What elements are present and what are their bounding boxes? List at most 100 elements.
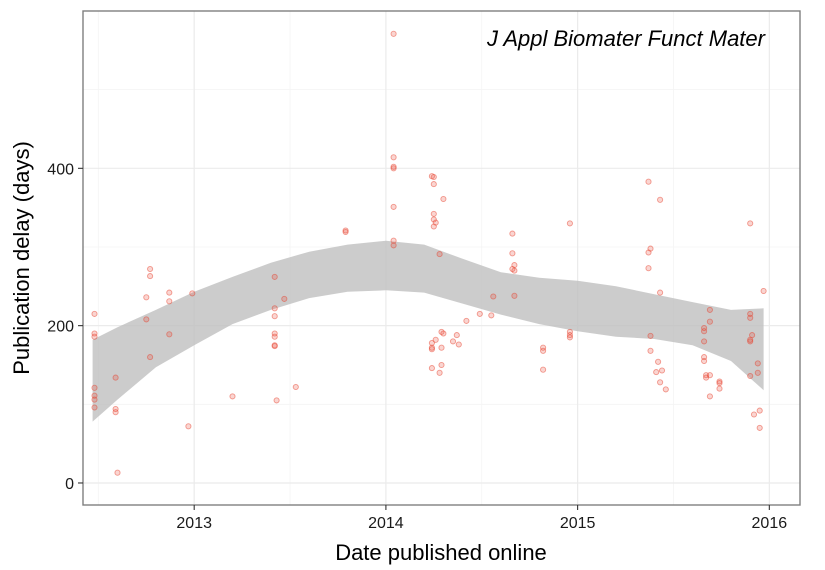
data-point	[540, 344, 547, 351]
data-point	[566, 334, 573, 341]
data-point	[453, 332, 460, 339]
data-point	[428, 339, 435, 347]
data-point	[449, 338, 457, 345]
x-tick-label: 2014	[368, 515, 404, 532]
data-point	[749, 332, 756, 339]
data-point	[706, 318, 713, 325]
data-point	[432, 219, 439, 226]
data-point	[658, 367, 666, 374]
data-point	[488, 312, 495, 319]
data-point	[760, 287, 767, 295]
data-point	[511, 262, 518, 269]
data-point	[166, 331, 173, 338]
data-point	[436, 251, 443, 258]
data-point	[647, 245, 654, 252]
data-point	[428, 365, 435, 372]
data-point	[716, 380, 723, 387]
data-point	[281, 295, 288, 302]
data-point	[271, 273, 278, 280]
data-point	[509, 250, 516, 257]
data-point	[706, 306, 713, 313]
data-point	[490, 293, 497, 300]
journal-annotation: J Appl Biomater Funct Mater	[486, 26, 767, 51]
x-tick-label: 2013	[176, 515, 212, 532]
data-point	[511, 292, 518, 299]
data-point	[566, 220, 573, 227]
data-point	[430, 173, 437, 181]
data-point	[438, 344, 445, 351]
data-point	[273, 397, 280, 404]
data-point	[271, 343, 278, 350]
data-point	[662, 386, 669, 393]
data-point	[747, 314, 754, 321]
data-point	[716, 385, 723, 392]
data-point	[440, 330, 447, 337]
data-point	[701, 338, 708, 345]
data-point	[438, 361, 445, 369]
data-point	[147, 354, 154, 361]
data-point	[657, 196, 664, 203]
data-point	[390, 154, 397, 161]
minor-gridlines	[83, 11, 800, 505]
data-point	[114, 469, 121, 476]
data-point	[166, 298, 173, 305]
data-point	[166, 289, 173, 296]
data-point	[430, 210, 437, 217]
data-point	[430, 181, 437, 188]
data-point	[185, 423, 192, 430]
y-tick-label: 400	[47, 161, 74, 178]
y-tick-label: 200	[47, 319, 74, 336]
data-point	[147, 273, 154, 280]
x-axis-title: Date published online	[335, 540, 547, 565]
scatter-points	[91, 30, 767, 476]
plot-border	[82, 10, 801, 506]
data-point	[716, 378, 723, 385]
data-point	[701, 357, 708, 365]
data-point	[645, 178, 652, 185]
data-point	[390, 165, 397, 172]
data-point	[91, 333, 98, 340]
data-point	[645, 265, 652, 272]
data-point	[657, 379, 664, 386]
data-point	[540, 347, 547, 354]
data-point	[756, 407, 763, 414]
data-point	[653, 369, 660, 376]
data-point	[509, 230, 516, 237]
data-point	[91, 310, 98, 317]
data-point	[390, 203, 397, 210]
data-point	[747, 338, 754, 345]
data-point	[747, 372, 754, 380]
data-point	[143, 294, 150, 301]
data-point	[147, 265, 154, 273]
data-point	[455, 341, 462, 348]
x-axis-ticks: 2013 2014 2015 2016	[176, 505, 787, 532]
smoothing-confidence-band	[92, 240, 764, 422]
data-point	[112, 374, 119, 381]
data-point	[540, 366, 547, 373]
data-point	[342, 228, 349, 236]
y-axis-ticks: 0 200 400	[47, 161, 83, 493]
data-point	[701, 328, 708, 335]
data-point	[390, 237, 397, 244]
data-point	[706, 393, 713, 400]
data-point	[112, 409, 119, 416]
data-point	[511, 267, 518, 274]
data-point	[428, 346, 435, 353]
data-point	[432, 336, 439, 343]
data-point	[657, 289, 664, 296]
data-point	[750, 411, 758, 418]
data-point	[754, 360, 761, 367]
data-point	[390, 242, 397, 249]
data-point	[271, 305, 278, 312]
data-point	[754, 369, 761, 376]
y-tick-label: 0	[65, 476, 74, 493]
data-point	[91, 396, 98, 403]
data-point	[143, 316, 150, 323]
data-point	[91, 384, 98, 391]
data-point	[436, 369, 443, 376]
data-point	[91, 404, 98, 411]
data-point	[647, 332, 654, 339]
data-point	[440, 195, 447, 203]
data-point	[189, 290, 196, 297]
